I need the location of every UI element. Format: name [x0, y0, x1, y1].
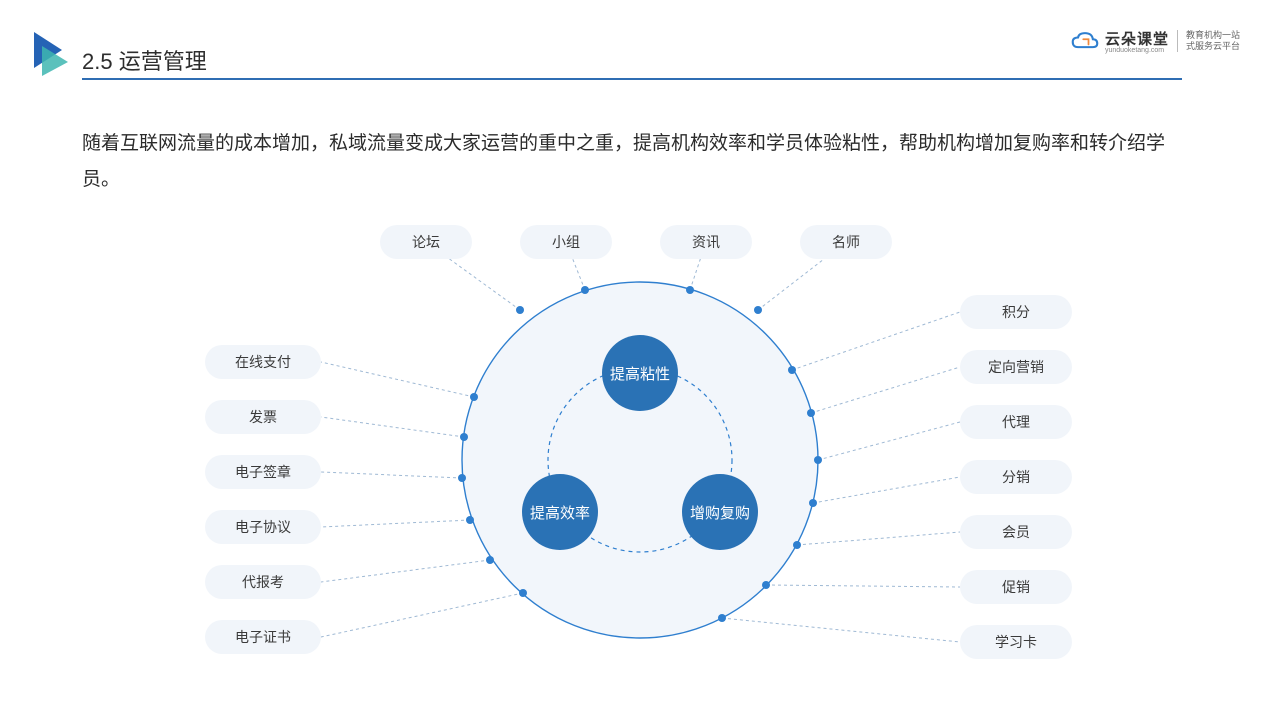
pill-sign: 电子签章	[205, 455, 321, 489]
pill-contract: 电子协议	[205, 510, 321, 544]
brand-logo: 云朵课堂 yunduoketang.com 教育机构一站 式服务云平台	[1071, 28, 1240, 54]
pill-news: 资讯	[660, 225, 752, 259]
pill-member: 会员	[960, 515, 1072, 549]
pill-cert: 电子证书	[205, 620, 321, 654]
section-title-text: 运营管理	[119, 49, 207, 74]
brand-tagline: 教育机构一站 式服务云平台	[1186, 30, 1240, 52]
radial-diagram: 提高粘性提高效率 增购复购 论坛 小组 资讯 名师积分定向营销代理分销会员促销学习卡 在线支…	[0, 190, 1280, 700]
pill-exam: 代报考	[205, 565, 321, 599]
pill-promo: 促销	[960, 570, 1072, 604]
pill-pay: 在线支付	[205, 345, 321, 379]
section-number: 2.5	[82, 49, 113, 74]
diagram-svg	[0, 190, 1280, 700]
pill-forum: 论坛	[380, 225, 472, 259]
logo-divider	[1177, 30, 1178, 52]
intro-paragraph: 随着互联网流量的成本增加，私域流量变成大家运营的重中之重，提高机构效率和学员体验…	[82, 126, 1182, 198]
section-title: 2.5 运营管理	[82, 44, 207, 76]
pill-points: 积分	[960, 295, 1072, 329]
pill-group: 小组	[520, 225, 612, 259]
title-underline	[82, 78, 1182, 80]
brand-name: 云朵课堂	[1105, 31, 1169, 48]
pill-target: 定向营销	[960, 350, 1072, 384]
pill-card: 学习卡	[960, 625, 1072, 659]
pill-teacher: 名师	[800, 225, 892, 259]
pill-dist: 分销	[960, 460, 1072, 494]
hub-repo: 增购复购	[682, 474, 758, 550]
pill-agent: 代理	[960, 405, 1072, 439]
header-arrow-icon	[34, 32, 74, 76]
pill-invoice: 发票	[205, 400, 321, 434]
cloud-icon	[1071, 31, 1099, 51]
hub-stick: 提高粘性	[602, 335, 678, 411]
brand-sub: yunduoketang.com	[1105, 47, 1169, 54]
hub-eff: 提高效率	[522, 474, 598, 550]
